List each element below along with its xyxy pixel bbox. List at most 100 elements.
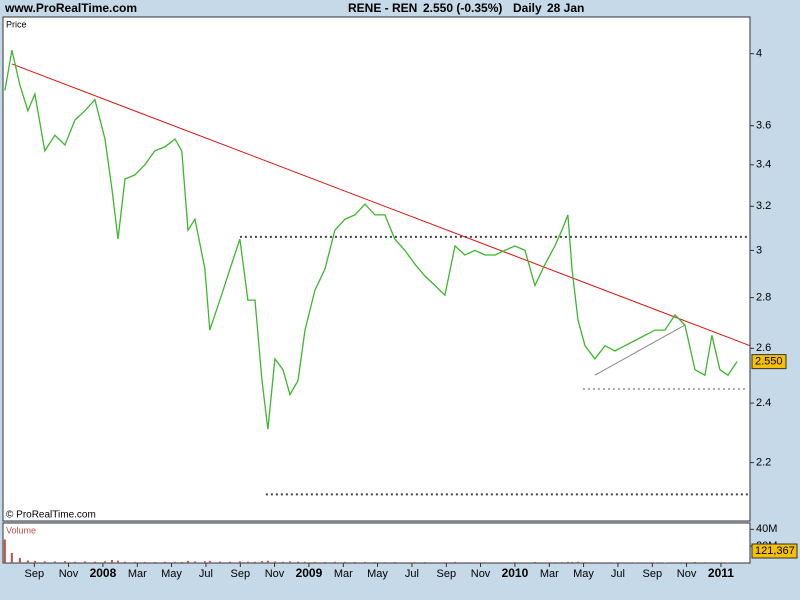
volume-bar	[273, 561, 276, 563]
volume-bar	[18, 557, 21, 563]
volume-bar	[323, 561, 326, 563]
copyright: © ProRealTime.com	[6, 510, 96, 521]
site-name: www.ProRealTime.com	[4, 1, 137, 15]
volume-bar	[654, 562, 657, 563]
x-tick-label: Sep	[231, 568, 251, 580]
volume-bar	[93, 561, 96, 563]
last-volume-box	[751, 543, 798, 559]
volume-bar	[313, 561, 316, 563]
volume-bar	[363, 561, 366, 563]
volume-bar	[288, 561, 291, 563]
volume-bar	[297, 561, 300, 563]
x-tick-label: Nov	[59, 568, 79, 580]
volume-bar	[64, 561, 67, 563]
volume-bar	[663, 562, 666, 563]
trend-line	[594, 324, 686, 376]
volume-bar	[10, 552, 13, 563]
volume-bar	[353, 561, 356, 563]
volume-bar	[383, 562, 386, 563]
volume-bar	[503, 562, 506, 563]
volume-bar	[544, 562, 547, 563]
volume-bar	[253, 561, 256, 563]
y-tick-label: 3.6	[756, 120, 771, 132]
volume-bar	[163, 561, 166, 563]
volume-bar	[603, 562, 606, 563]
volume-bar	[683, 562, 686, 563]
volume-bar	[116, 560, 119, 563]
volume-bar	[218, 561, 221, 563]
x-tick-label: Jul	[611, 568, 625, 580]
y-tick-label: 4	[756, 48, 762, 60]
volume-bar	[576, 561, 579, 563]
y-tick-label: 3.4	[756, 159, 771, 171]
volume-bar	[613, 562, 616, 563]
volume-bar	[483, 562, 486, 563]
volume-bar	[260, 561, 263, 563]
volume-bar	[73, 561, 76, 563]
x-tick-label: Mar	[334, 568, 353, 580]
volume-bar	[103, 561, 106, 563]
volume-bar	[553, 562, 556, 563]
volume-bar	[393, 561, 396, 563]
volume-bar	[3, 539, 6, 563]
volume-label: Volume	[6, 525, 36, 535]
volume-bar	[26, 560, 29, 563]
x-tick-label: Jul	[199, 568, 213, 580]
x-tick-label: Mar	[540, 568, 559, 580]
y-tick-label: 2.4	[756, 397, 771, 409]
volume-bar	[634, 562, 637, 563]
y-tick-label: 3.2	[756, 200, 771, 212]
volume-bar	[643, 562, 646, 563]
volume-bar	[524, 562, 527, 563]
period: Daily	[513, 1, 542, 15]
volume-bar	[493, 562, 496, 563]
volume-bar	[238, 561, 241, 563]
volume-bar	[423, 562, 426, 563]
date: 28 Jan	[547, 1, 584, 15]
volume-bar	[229, 561, 232, 563]
volume-bar	[123, 561, 126, 563]
x-tick-label: May	[367, 568, 388, 580]
quote: 2.550 (-0.35%)	[423, 1, 502, 15]
trend-line	[11, 63, 751, 347]
last-volume-label: 121,367	[755, 545, 795, 557]
volume-bar	[560, 562, 563, 563]
price-panel	[2, 16, 751, 522]
volume-bar	[110, 560, 113, 563]
volume-bar	[174, 561, 177, 563]
x-tick-label: Sep	[437, 568, 457, 580]
volume-panel	[2, 522, 751, 564]
volume-bar	[281, 561, 284, 563]
volume-bar	[434, 562, 437, 563]
volume-bar	[304, 561, 307, 563]
volume-bar	[33, 560, 36, 563]
volume-bar	[533, 561, 536, 563]
y-tick-label: 2.2	[756, 457, 771, 469]
x-tick-label: 2009	[296, 566, 323, 580]
x-tick-label: Jul	[405, 568, 419, 580]
last-price-box	[751, 354, 787, 370]
price-line	[4, 50, 738, 430]
x-tick-label: 2011	[708, 566, 734, 580]
volume-bar	[153, 561, 156, 563]
x-tick-label: Sep	[643, 568, 663, 580]
volume-bar	[343, 561, 346, 563]
volume-bar	[373, 562, 376, 563]
volume-bar	[473, 562, 476, 563]
volume-tick-label: 40M	[756, 523, 777, 535]
y-tick-label: 2.8	[756, 292, 771, 304]
volume-bar	[414, 562, 417, 563]
volume-bar	[208, 560, 211, 563]
y-tick-label: 2.6	[756, 342, 771, 354]
volume-bar	[333, 561, 336, 563]
volume-bar	[703, 562, 706, 563]
volume-bar	[463, 562, 466, 563]
volume-bar	[403, 562, 406, 563]
x-tick-label: Nov	[471, 568, 491, 580]
instrument: RENE - REN	[348, 1, 417, 15]
x-tick-label: Nov	[265, 568, 285, 580]
volume-bar	[246, 561, 249, 563]
volume-bar	[53, 561, 56, 563]
x-tick-label: 2010	[502, 566, 529, 580]
